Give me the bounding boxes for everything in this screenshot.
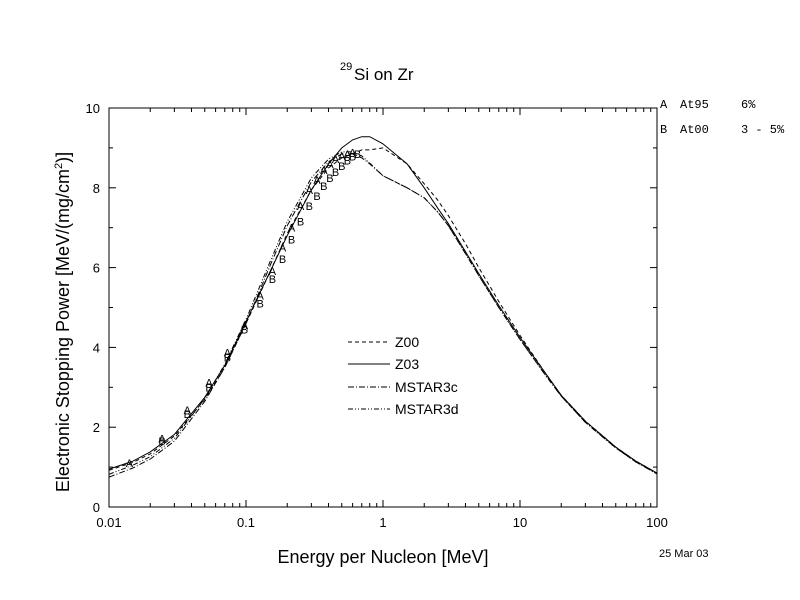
ref-b-label: B bbox=[660, 123, 667, 137]
data-marker-b: B bbox=[354, 149, 361, 161]
data-marker-b: B bbox=[269, 274, 276, 286]
data-marker-a: A bbox=[257, 291, 265, 303]
data-marker-b: B bbox=[257, 299, 264, 311]
y-axis-label-superscript: 2 bbox=[53, 163, 65, 169]
ref-b-error: 3 - 5% bbox=[741, 123, 785, 137]
data-marker-a: A bbox=[313, 175, 321, 187]
data-marker-a: A bbox=[332, 154, 340, 166]
data-marker-b: B bbox=[297, 217, 304, 229]
data-marker-a: A bbox=[184, 405, 192, 417]
legend: Z00 Z03 MSTAR3c MSTAR3d bbox=[348, 334, 459, 417]
x-tick-label: 0.01 bbox=[96, 515, 121, 530]
data-marker-a: A bbox=[126, 458, 134, 470]
series-line-mstar3c bbox=[108, 153, 658, 478]
data-marker-b: B bbox=[344, 156, 351, 168]
series-curves bbox=[108, 136, 658, 478]
x-tick-label: 100 bbox=[646, 515, 668, 530]
data-marker-b: B bbox=[158, 436, 165, 448]
data-marker-b: B bbox=[306, 201, 313, 213]
ref-a-code: At95 bbox=[680, 98, 709, 112]
x-axis-label: Energy per Nucleon [MeV] bbox=[277, 547, 488, 567]
y-axis-label: Electronic Stopping Power [MeV/(mg/cm2)] bbox=[53, 152, 73, 492]
data-marker-b: B bbox=[338, 161, 345, 173]
y-axis-label-suffix: )] bbox=[53, 152, 73, 163]
data-marker-b: B bbox=[288, 235, 295, 247]
legend-label-mstar3c: MSTAR3c bbox=[395, 379, 458, 395]
ref-a-label: A bbox=[660, 98, 668, 112]
series-line-z03 bbox=[108, 136, 658, 474]
data-marker-a: A bbox=[205, 378, 213, 390]
date-stamp: 25 Mar 03 bbox=[659, 548, 709, 560]
y-tick-label: 4 bbox=[93, 340, 100, 355]
series-line-mstar3d bbox=[108, 151, 658, 475]
y-tick-label: 6 bbox=[93, 261, 100, 276]
y-tick-label: 8 bbox=[93, 181, 100, 196]
data-marker-b: B bbox=[224, 352, 231, 364]
x-tick-label: 10 bbox=[513, 515, 527, 530]
data-marker-b: B bbox=[313, 191, 320, 203]
ref-b-code: At00 bbox=[680, 123, 709, 137]
x-tick-label: 0.1 bbox=[237, 515, 255, 530]
data-marker-a: A bbox=[158, 433, 166, 445]
data-marker-a: A bbox=[320, 165, 328, 177]
series-line-z00 bbox=[108, 147, 658, 474]
legend-label-mstar3d: MSTAR3d bbox=[395, 401, 459, 417]
y-tick-label: 10 bbox=[86, 101, 100, 116]
data-marker-b: B bbox=[241, 324, 248, 336]
data-marker-b: B bbox=[205, 382, 212, 394]
reference-key: A At95 6% B At00 3 - 5% bbox=[660, 98, 785, 137]
data-marker-b: B bbox=[326, 173, 333, 185]
data-marker-a: A bbox=[338, 151, 346, 163]
plot-frame bbox=[108, 107, 658, 508]
data-marker-a: A bbox=[279, 243, 287, 255]
data-marker-a: A bbox=[326, 159, 334, 171]
data-marker-a: A bbox=[349, 148, 357, 160]
y-tick-label: 0 bbox=[93, 500, 100, 515]
data-marker-a: A bbox=[241, 320, 249, 332]
data-marker-a: A bbox=[288, 223, 296, 235]
ref-a-error: 6% bbox=[741, 98, 756, 112]
legend-label-z00: Z00 bbox=[395, 334, 419, 350]
legend-label-z03: Z03 bbox=[395, 356, 419, 372]
axis-ticks bbox=[108, 107, 658, 508]
data-marker-b: B bbox=[279, 254, 286, 266]
y-axis-label-main: Electronic Stopping Power [MeV/(mg/cm bbox=[53, 169, 73, 492]
data-marker-b: B bbox=[349, 152, 356, 164]
chart-title: Si on Zr bbox=[354, 65, 414, 84]
axis-tick-labels: 0.01 0.1 1 10 100 0 2 4 6 8 10 bbox=[86, 101, 668, 530]
data-marker-b: B bbox=[320, 181, 327, 193]
data-marker-a: A bbox=[344, 149, 352, 161]
data-marker-a: A bbox=[297, 201, 305, 213]
y-tick-label: 2 bbox=[93, 420, 100, 435]
data-marker-a: A bbox=[224, 348, 232, 360]
data-marker-b: B bbox=[184, 409, 191, 421]
chart-title-superscript: 29 bbox=[340, 61, 352, 73]
data-marker-a: A bbox=[269, 266, 277, 278]
data-marker-a: A bbox=[306, 185, 314, 197]
x-tick-label: 1 bbox=[379, 515, 386, 530]
data-marker-b: B bbox=[332, 167, 339, 179]
